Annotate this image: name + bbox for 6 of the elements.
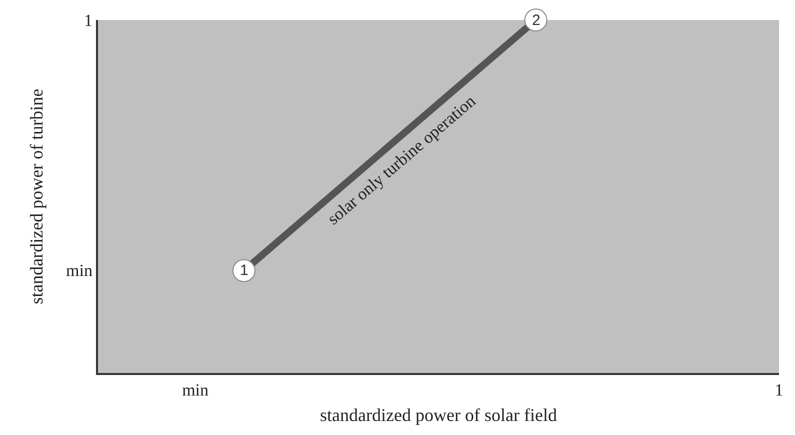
y-axis-title: standardized power of turbine: [26, 88, 47, 304]
annotation: 2: [532, 12, 540, 29]
text: 1: [84, 11, 92, 30]
text: min: [66, 261, 93, 280]
annotation: 1: [240, 262, 248, 279]
x-axis-title: standardized power of solar field: [320, 405, 557, 425]
